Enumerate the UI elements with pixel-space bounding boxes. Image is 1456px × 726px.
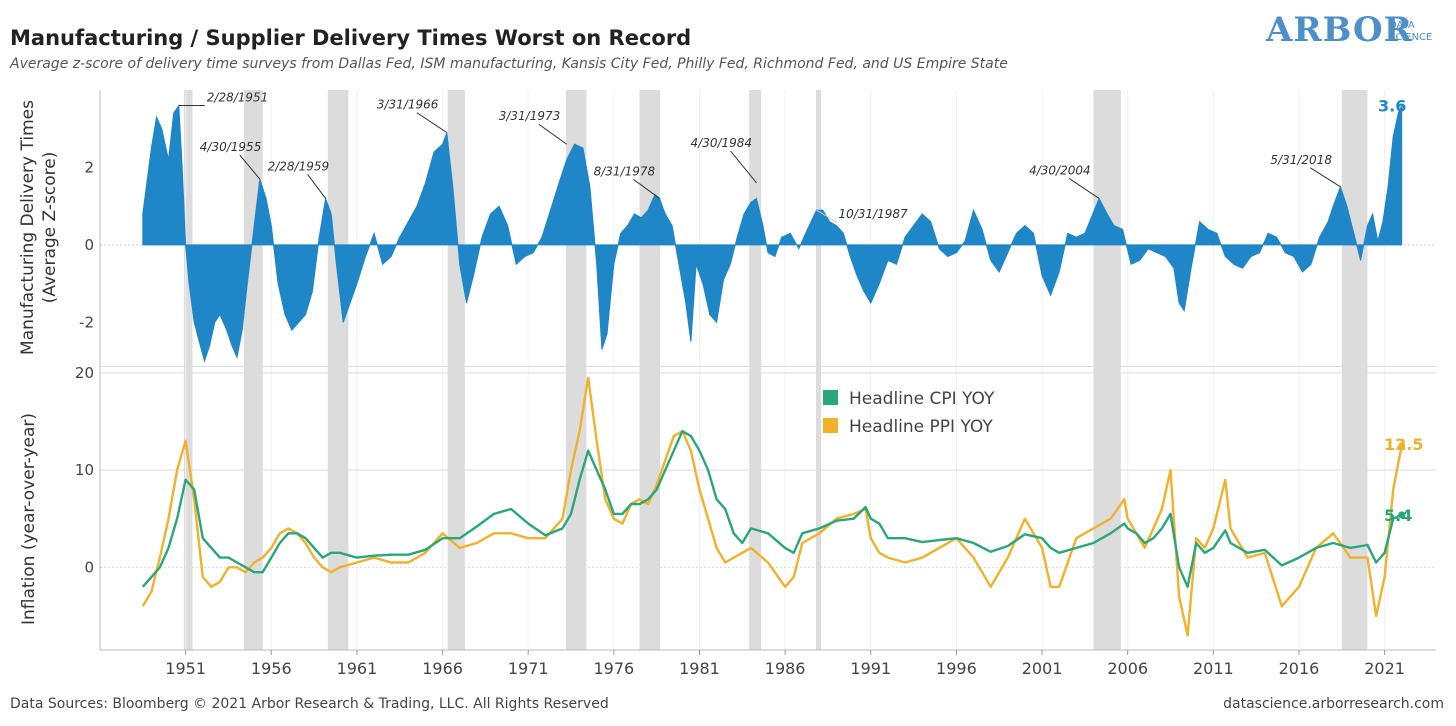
- annotation-label-7: 10/31/1987: [838, 207, 908, 221]
- annotation-label-2: 2/28/1959: [268, 159, 330, 173]
- cpi-end-label: 5.4: [1384, 506, 1412, 525]
- x-tick-label-11: 2006: [1107, 659, 1148, 678]
- delivery-end-label: 3.6: [1378, 96, 1406, 115]
- annotation-leader-8: [1068, 178, 1100, 199]
- annotation-label-5: 8/31/1978: [594, 164, 656, 178]
- annotation-label-0: 2/28/1951: [207, 90, 269, 104]
- legend-label-ppi: Headline PPI YOY: [849, 417, 993, 437]
- recession-band-6: [749, 90, 762, 650]
- cpi-line: [141, 430, 1403, 588]
- annotation-leader-3: [416, 112, 448, 134]
- bottom-y-tick-0: 0: [84, 558, 94, 576]
- recession-band-7: [815, 90, 822, 650]
- annotation-label-9: 5/31/2018: [1270, 153, 1332, 167]
- x-tick-label-14: 2021: [1364, 659, 1405, 678]
- recession-band-1: [243, 90, 263, 650]
- delivery-times-panel: [142, 103, 1403, 363]
- logo-data-text: DATA: [1389, 20, 1415, 31]
- x-tick-label-8: 1991: [850, 659, 891, 678]
- inflation-panel: [141, 376, 1406, 637]
- x-tick-label-13: 2016: [1279, 659, 1320, 678]
- x-tick-label-3: 1966: [422, 659, 463, 678]
- recession-band-9: [1341, 90, 1368, 650]
- annotation-label-3: 3/31/1966: [377, 98, 439, 112]
- annotations: 3.6 12.5 5.4 2/28/1951 4/30/1955 2/28/1959 3/3…: [178, 90, 1423, 525]
- recession-bands: [183, 90, 1368, 650]
- annotation-leader-2: [307, 174, 326, 199]
- top-y-tick-1: 0: [84, 236, 94, 254]
- bottom-y-axis-title: Inflation (year-over-year): [19, 413, 39, 625]
- annotation-label-4: 3/31/1973: [499, 109, 561, 123]
- legend-label-cpi: Headline CPI YOY: [849, 389, 995, 409]
- annotation-leader-6: [730, 150, 757, 184]
- annotation-leader-7: [816, 209, 837, 223]
- annotation-label-1: 4/30/1955: [200, 140, 262, 154]
- x-tick-label-6: 1981: [679, 659, 720, 678]
- top-y-axis-title: Manufacturing Delivery Times (Average Z-s…: [18, 100, 60, 355]
- annotation-leader-9: [1310, 167, 1341, 188]
- bottom-y-tick-2: 20: [75, 364, 94, 382]
- x-tick-label-12: 2011: [1193, 659, 1234, 678]
- x-tick-label-4: 1971: [508, 659, 549, 678]
- chart-title: Manufacturing / Supplier Delivery Times …: [10, 26, 692, 50]
- annotation-leader-5: [633, 179, 660, 199]
- legend-swatch-cpi: [823, 390, 838, 405]
- x-tick-label-9: 1996: [936, 659, 977, 678]
- recession-band-8: [1093, 90, 1121, 650]
- x-tick-label-10: 2001: [1022, 659, 1063, 678]
- x-tick-label-0: 1951: [165, 659, 206, 678]
- annotation-leader-4: [538, 123, 568, 145]
- annotation-leader-1: [239, 154, 261, 180]
- x-tick-label-1: 1956: [251, 659, 292, 678]
- top-y-tick-2: 2: [84, 158, 94, 176]
- logo-wordmark: ARBOR: [1266, 10, 1413, 50]
- website-footer: datascience.arborresearch.com: [1223, 696, 1444, 712]
- recession-band-0: [183, 90, 193, 650]
- chart-subtitle: Average z-score of delivery time surveys…: [10, 56, 1008, 72]
- legend-swatch-ppi: [823, 418, 838, 433]
- bottom-y-tick-1: 10: [75, 461, 94, 479]
- annotation-label-6: 4/30/1984: [691, 136, 753, 150]
- annotation-label-8: 4/30/2004: [1029, 163, 1091, 177]
- x-tick-label-5: 1976: [593, 659, 634, 678]
- top-y-tick-0: -2: [79, 313, 94, 331]
- delivery-times-area: [142, 103, 1403, 363]
- cpi-end-dot: [1398, 511, 1406, 519]
- data-sources-footer: Data Sources: Bloomberg © 2021 Arbor Res…: [10, 696, 609, 712]
- gridlines: [100, 90, 1436, 650]
- ppi-end-dot: [1398, 442, 1406, 450]
- logo-science-text: SCIENCE: [1389, 32, 1433, 43]
- ppi-end-label: 12.5: [1384, 435, 1423, 454]
- x-tick-label-7: 1986: [765, 659, 806, 678]
- arbor-logo: ARBOR DATA SCIENCE: [1266, 10, 1446, 54]
- x-tick-label-2: 1961: [337, 659, 378, 678]
